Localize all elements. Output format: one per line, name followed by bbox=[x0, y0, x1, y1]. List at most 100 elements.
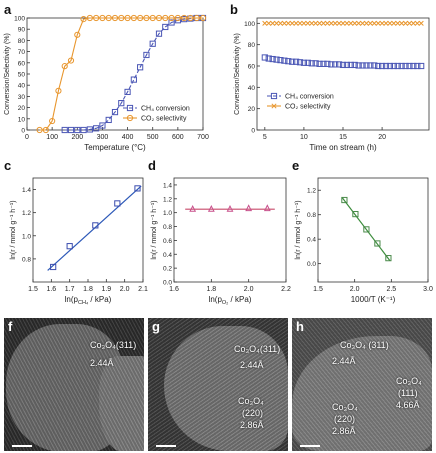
data-point bbox=[332, 20, 338, 26]
fit-line bbox=[341, 197, 391, 261]
data-point bbox=[162, 14, 169, 22]
data-point bbox=[300, 59, 308, 66]
y-axis-title: ln(r / mmol g⁻¹ h⁻¹) bbox=[151, 200, 158, 259]
data-point bbox=[324, 20, 330, 26]
data-point bbox=[343, 61, 351, 69]
x-tick-label: 500 bbox=[147, 134, 159, 141]
y-axis-title: ln(r / mmol g⁻¹ h⁻¹) bbox=[10, 200, 17, 259]
data-point bbox=[137, 14, 144, 22]
label-plane-311: Co₃O₄(311) bbox=[234, 344, 281, 354]
data-point bbox=[105, 14, 112, 22]
data-point bbox=[320, 60, 327, 67]
y-tick-label: 80 bbox=[248, 42, 256, 49]
panel-b: b 5 10 15 20 0 20 40 60 80 100 Time on stream (h) C… bbox=[230, 2, 430, 152]
data-point bbox=[391, 20, 397, 26]
data-point bbox=[86, 14, 93, 22]
data-point bbox=[395, 20, 401, 26]
data-point bbox=[281, 57, 288, 64]
data-point bbox=[207, 204, 215, 212]
data-point bbox=[134, 185, 141, 192]
data-point bbox=[375, 20, 381, 26]
data-point bbox=[385, 255, 392, 262]
data-point bbox=[143, 14, 150, 22]
data-point bbox=[174, 14, 181, 22]
y-tick-label: 1.0 bbox=[22, 233, 31, 240]
data-point bbox=[162, 23, 169, 31]
y-tick-label: 20 bbox=[248, 106, 256, 113]
data-point bbox=[301, 20, 307, 26]
y-tick-label: 0.4 bbox=[163, 252, 172, 259]
label-spacing-311: 2.44Å bbox=[240, 360, 264, 370]
legend-marker bbox=[126, 104, 134, 112]
data-point bbox=[332, 61, 339, 68]
y-tick-label: 60 bbox=[248, 64, 256, 71]
legend-label: CO₂ selectivity bbox=[141, 116, 187, 123]
data-point bbox=[367, 62, 374, 69]
x-tick-label: 15 bbox=[339, 134, 347, 141]
panel-letter-d: d bbox=[148, 158, 156, 173]
data-point bbox=[105, 116, 112, 124]
y-tick-label: 0.0 bbox=[163, 280, 172, 287]
x-axis-title: Temperature (°C) bbox=[84, 143, 146, 152]
panel-a: a 0 100 200 300 400 500 600 700 0 10 20 30 40 50 60 70 8… bbox=[4, 2, 209, 152]
data-point bbox=[341, 196, 348, 204]
data-point bbox=[155, 14, 163, 22]
y-tick-label: 90 bbox=[18, 27, 26, 34]
data-point bbox=[312, 60, 319, 67]
data-point bbox=[355, 62, 362, 69]
data-point bbox=[66, 243, 73, 250]
label-phase-co3o4: Co₃O₄ bbox=[238, 396, 264, 406]
plot-frame bbox=[256, 17, 430, 131]
data-point bbox=[137, 64, 144, 71]
scale-bar bbox=[300, 445, 320, 447]
data-point bbox=[402, 62, 409, 70]
x-tick-label: 1.7 bbox=[65, 286, 75, 293]
panel-d: d 1.6 1.8 2.0 2.2 0.0 0.2 0.4 0.6 0.8 1.0 1.2 1.4 ln… bbox=[148, 158, 291, 306]
data-point bbox=[387, 20, 393, 26]
x-tick-label: 100 bbox=[46, 134, 58, 141]
legend-label: CH₄ conversion bbox=[285, 94, 334, 101]
data-point bbox=[309, 20, 315, 26]
data-point bbox=[226, 204, 234, 212]
data-point bbox=[356, 20, 362, 26]
data-point bbox=[344, 20, 350, 26]
data-point bbox=[168, 14, 175, 22]
data-point bbox=[378, 62, 386, 70]
data-point bbox=[36, 126, 43, 134]
data-point bbox=[168, 19, 175, 26]
data-point bbox=[398, 62, 405, 70]
y-axis-title: Conversion/Selectivity (%) bbox=[234, 33, 241, 115]
y-tick-label: 0 bbox=[21, 128, 25, 135]
data-point bbox=[394, 62, 401, 70]
data-point bbox=[124, 14, 131, 22]
data-point bbox=[352, 210, 359, 218]
data-point bbox=[292, 58, 300, 65]
data-point bbox=[49, 117, 56, 125]
y-tick-label: 0.8 bbox=[22, 256, 31, 263]
label-plane-311: Co₃O₄ (311) bbox=[340, 340, 389, 350]
data-point bbox=[86, 126, 93, 133]
x-tick-label: 1.5 bbox=[28, 286, 38, 293]
y-tick-label: 1.2 bbox=[307, 188, 316, 195]
data-point bbox=[328, 20, 334, 26]
data-point bbox=[67, 57, 75, 64]
y-tick-label: 30 bbox=[18, 94, 26, 101]
data-point bbox=[263, 204, 271, 212]
data-point bbox=[414, 20, 420, 26]
y-tick-label: 1.2 bbox=[163, 196, 172, 203]
panel-letter-c: c bbox=[4, 158, 11, 173]
chart-a: 0 100 200 300 400 500 600 700 0 10 20 30 40 50 60 70 80 9… bbox=[4, 14, 209, 152]
data-point bbox=[277, 57, 284, 64]
data-point bbox=[199, 14, 207, 22]
data-point bbox=[352, 20, 358, 26]
x-tick-label: 2.0 bbox=[244, 286, 254, 293]
legend-label: CH₄ conversion bbox=[141, 106, 190, 113]
y-tick-label: 100 bbox=[244, 21, 255, 28]
data-point bbox=[336, 20, 342, 26]
data-point bbox=[289, 58, 296, 65]
x-tick-label: 2.0 bbox=[350, 286, 360, 293]
data-point bbox=[320, 20, 327, 26]
data-point bbox=[308, 60, 315, 67]
data-point bbox=[155, 30, 163, 37]
